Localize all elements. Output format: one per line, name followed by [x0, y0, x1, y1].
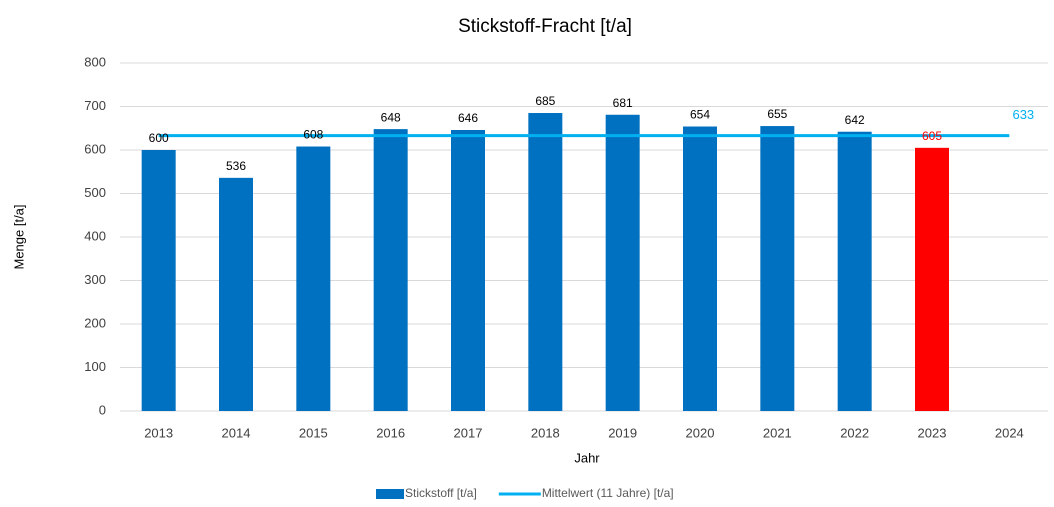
data-label: 685	[535, 94, 555, 108]
y-tick-label: 300	[84, 272, 106, 287]
y-axis-label: Menge [t/a]	[11, 204, 26, 269]
data-label: 633	[1012, 107, 1034, 122]
x-axis-label: Jahr	[574, 450, 600, 465]
x-tick-label: 2020	[686, 425, 715, 440]
chart-title: Stickstoff-Fracht [t/a]	[458, 16, 632, 37]
data-label: 655	[767, 107, 787, 121]
data-label: 600	[149, 131, 169, 145]
bar	[605, 114, 640, 411]
bar	[528, 113, 563, 412]
bar	[915, 147, 949, 411]
y-tick-label: 400	[84, 228, 106, 243]
legend-label: Stickstoff [t/a]	[405, 486, 477, 500]
legend-swatch	[376, 489, 404, 499]
bar	[373, 129, 408, 411]
data-label: 681	[613, 96, 633, 110]
data-label: 605	[922, 129, 942, 143]
y-tick-label: 800	[84, 54, 106, 69]
x-tick-label: 2019	[608, 425, 637, 440]
bar	[451, 129, 485, 412]
y-tick-label: 600	[84, 141, 106, 156]
y-tick-label: 0	[99, 402, 106, 417]
data-label: 642	[845, 113, 865, 127]
x-tick-label: 2017	[454, 425, 483, 440]
bar	[837, 131, 872, 412]
bar	[296, 146, 331, 411]
bar	[219, 177, 253, 411]
y-tick-label: 700	[84, 98, 106, 113]
x-tick-label: 2015	[299, 425, 328, 440]
y-tick-label: 500	[84, 185, 106, 200]
bar	[760, 126, 795, 411]
data-label: 608	[303, 128, 323, 142]
x-tick-label: 2022	[840, 425, 869, 440]
data-label: 648	[381, 110, 401, 124]
data-label: 646	[458, 111, 478, 125]
x-tick-label: 2021	[763, 425, 792, 440]
data-label: 654	[690, 108, 710, 122]
x-tick-label: 2023	[918, 425, 947, 440]
bar	[141, 150, 176, 411]
bar	[683, 126, 717, 411]
x-tick-label: 2013	[144, 425, 173, 440]
x-tick-label: 2024	[995, 425, 1024, 440]
y-tick-label: 100	[84, 359, 106, 374]
x-tick-label: 2014	[222, 425, 251, 440]
data-label: 536	[226, 159, 246, 173]
x-tick-label: 2018	[531, 425, 560, 440]
x-tick-label: 2016	[376, 425, 405, 440]
y-tick-label: 200	[84, 315, 106, 330]
legend-label: Mittelwert (11 Jahre) [t/a]	[542, 486, 674, 500]
